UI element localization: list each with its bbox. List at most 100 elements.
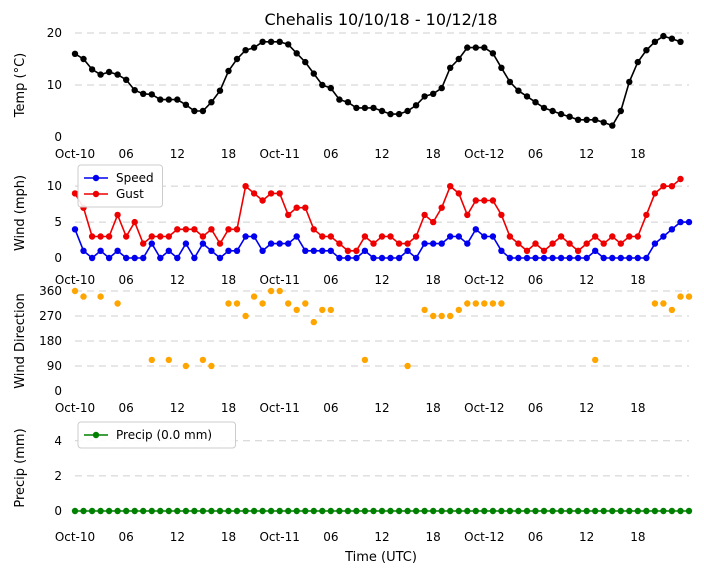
x-tick-label: 06: [323, 530, 338, 544]
x-tick-label: Oct-10: [55, 401, 95, 415]
x-tick-label: 06: [119, 147, 134, 161]
data-point: [216, 254, 224, 262]
data-point: [455, 190, 462, 197]
data-point: [395, 240, 403, 247]
data-point: [131, 87, 138, 94]
data-point: [327, 507, 334, 515]
x-tick-label: Oct-11: [259, 273, 299, 287]
data-point: [174, 96, 181, 103]
data-point: [677, 293, 684, 300]
data-point: [302, 300, 309, 307]
data-point: [71, 50, 79, 57]
data-point: [80, 293, 87, 300]
data-point: [617, 240, 624, 247]
data-point: [267, 287, 275, 295]
data-point: [668, 35, 676, 42]
data-point: [293, 204, 300, 211]
data-point: [97, 71, 104, 78]
data-point: [489, 507, 497, 515]
data-point: [250, 190, 258, 197]
data-point: [361, 356, 369, 364]
data-point: [276, 507, 283, 515]
data-point: [310, 70, 317, 77]
data-point: [617, 507, 624, 515]
data-point: [199, 107, 207, 115]
legend-label: Precip (0.0 mm): [116, 428, 212, 442]
y-axis-label: Wind (mph): [13, 175, 28, 251]
data-point: [208, 99, 215, 106]
data-point: [140, 507, 147, 515]
x-tick-label: 12: [579, 147, 594, 161]
data-point: [378, 507, 386, 515]
data-point: [430, 507, 437, 515]
data-point: [574, 507, 582, 515]
data-point: [123, 507, 130, 515]
data-point: [421, 211, 428, 219]
data-point: [464, 211, 471, 219]
data-point: [549, 240, 556, 247]
data-point: [472, 507, 479, 515]
data-point: [361, 247, 369, 254]
data-point: [395, 507, 403, 515]
data-point: [71, 507, 79, 515]
data-point: [447, 233, 454, 240]
y-axis-label: Precip (mm): [13, 428, 28, 507]
data-point: [336, 254, 343, 262]
x-tick-label: 06: [119, 401, 134, 415]
data-point: [165, 233, 172, 240]
data-point: [319, 306, 326, 314]
data-point: [344, 247, 352, 254]
x-tick-label: 18: [630, 273, 645, 287]
data-point: [276, 287, 283, 295]
data-point: [481, 197, 488, 204]
data-point: [259, 38, 266, 45]
data-point: [302, 58, 309, 66]
data-point: [626, 507, 633, 515]
data-point: [216, 240, 224, 247]
data-point: [80, 507, 87, 515]
data-point: [472, 226, 479, 233]
data-point: [643, 47, 650, 54]
data-point: [302, 204, 309, 211]
data-point: [157, 233, 164, 240]
data-point: [447, 312, 454, 320]
data-point: [259, 300, 266, 307]
y-tick-label: 360: [39, 284, 62, 298]
data-point: [489, 50, 497, 57]
data-point: [370, 507, 377, 515]
data-point: [123, 254, 130, 262]
x-tick-label: 12: [374, 273, 389, 287]
data-point: [259, 247, 266, 254]
data-point: [404, 240, 411, 247]
data-point: [472, 44, 479, 51]
data-point: [592, 356, 599, 364]
data-point: [515, 507, 522, 515]
data-point: [157, 254, 164, 262]
data-point: [114, 300, 121, 307]
data-point: [506, 78, 514, 86]
x-tick-label: 12: [579, 273, 594, 287]
legend-box: [77, 421, 236, 449]
data-point: [438, 507, 445, 515]
data-point: [233, 55, 241, 63]
data-point: [285, 300, 292, 307]
data-point: [71, 190, 79, 197]
data-point: [609, 233, 616, 240]
x-tick-label: 18: [221, 530, 236, 544]
data-point: [310, 318, 317, 326]
data-point: [660, 32, 667, 40]
data-point: [71, 287, 79, 295]
data-point: [191, 507, 198, 515]
data-point: [233, 507, 241, 515]
data-point: [489, 197, 497, 204]
y-tick-label: 0: [54, 384, 62, 398]
data-point: [412, 507, 420, 515]
data-point: [182, 240, 190, 247]
data-point: [609, 254, 616, 262]
data-point: [634, 233, 641, 240]
data-point: [353, 254, 360, 262]
data-point: [370, 104, 377, 112]
x-axis-label: Time (UTC): [344, 550, 417, 565]
data-point: [233, 247, 241, 254]
data-point: [583, 507, 590, 515]
